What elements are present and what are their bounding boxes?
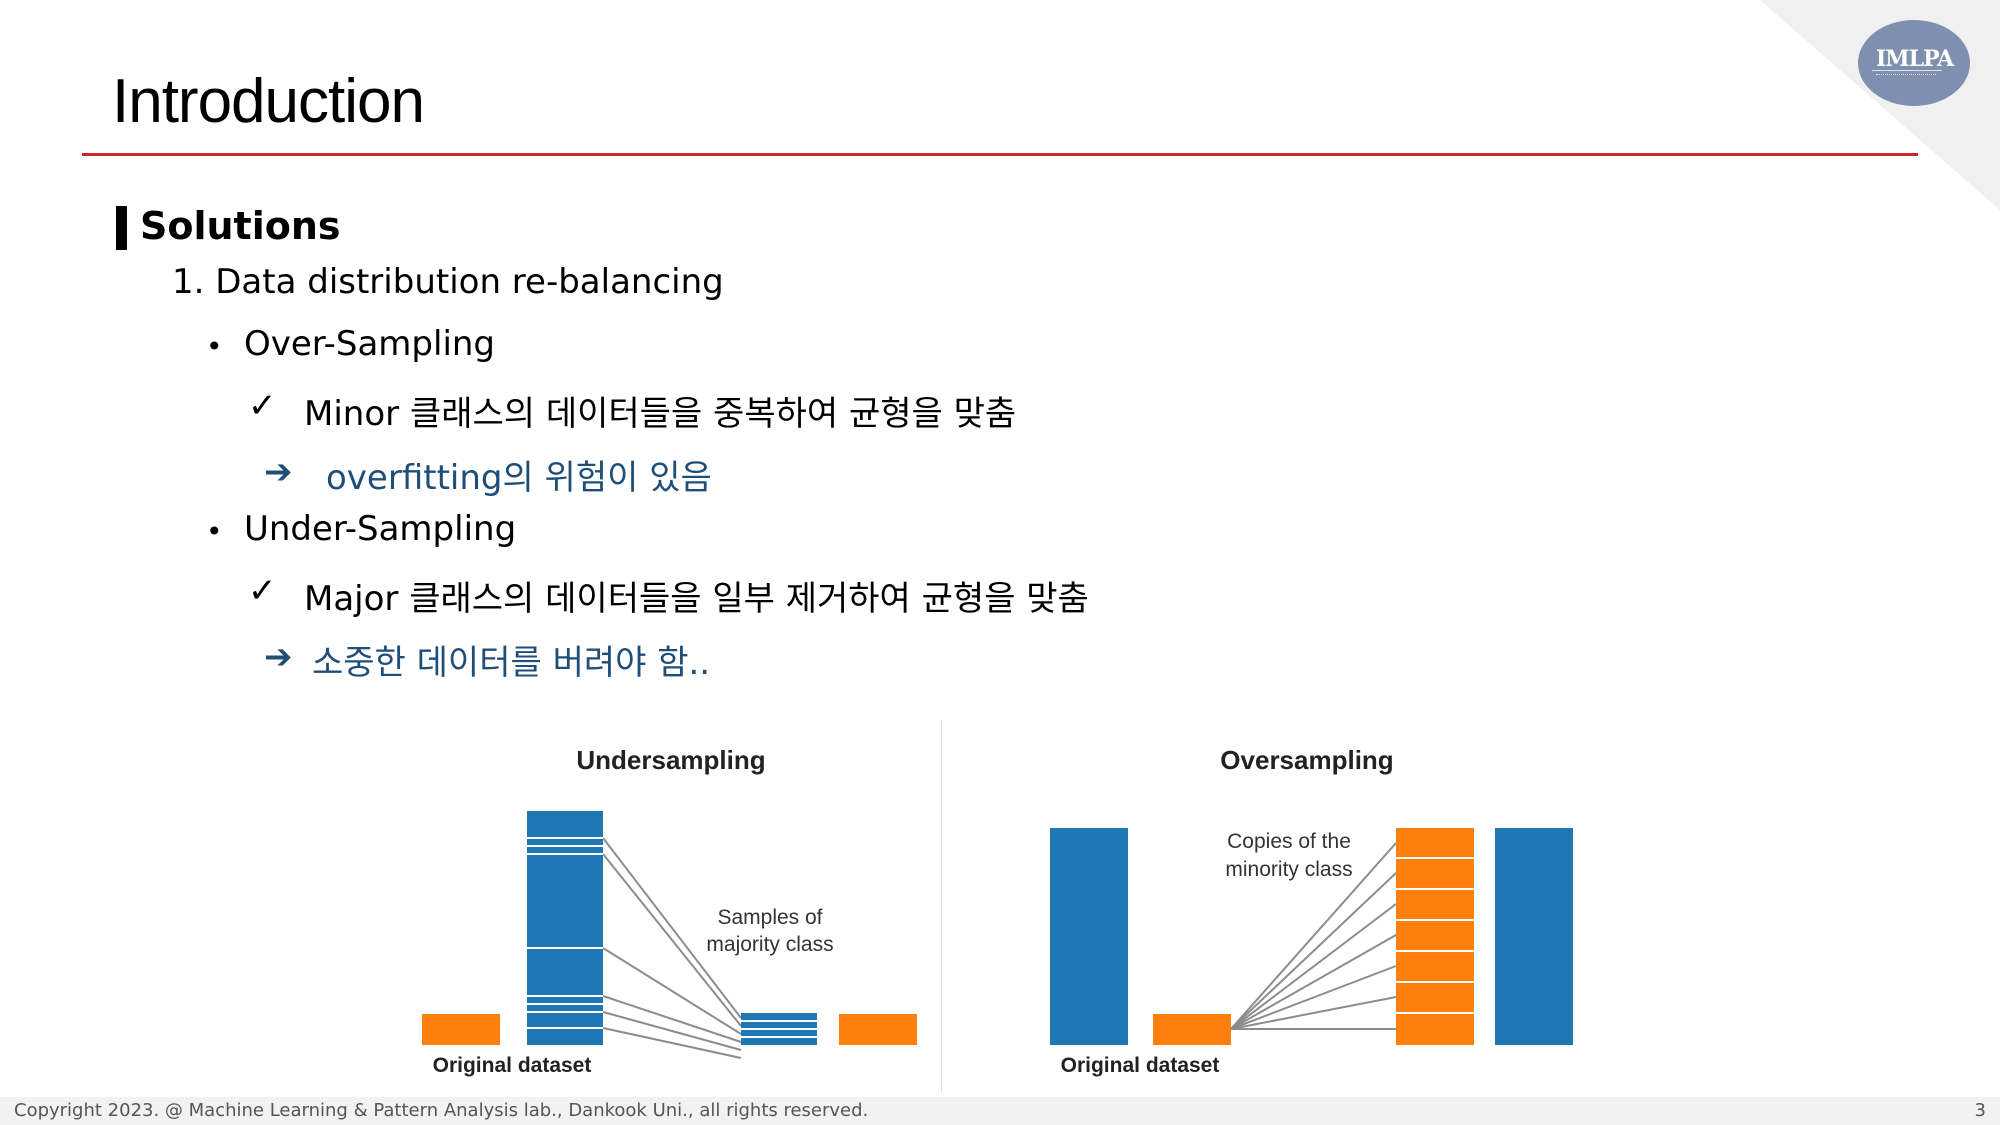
undersampling-lines [602, 837, 742, 1059]
page-number: 3 [1974, 1100, 1986, 1121]
section-marker [116, 206, 127, 250]
oversampling-heading: Over-Sampling [244, 324, 496, 364]
numbered-item: 1. Data distribution re-balancing [172, 262, 724, 302]
minority-copy-stripes [1396, 857, 1474, 1014]
undersampling-caption: Original dataset [433, 1054, 592, 1077]
check-icon: ✓ [248, 386, 277, 426]
logo-text: IMLPA [1876, 46, 1954, 72]
undersampling-annotation: majority class [706, 933, 833, 956]
logo-subtext-mark [1876, 74, 1936, 77]
undersampling-drawback: 소중한 데이터를 버려야 함.. [312, 643, 711, 683]
copyright-text: Copyright 2023. @ Machine Learning & Pat… [14, 1100, 869, 1121]
oversampling-annotation: minority class [1225, 858, 1352, 881]
undersampling-heading: Under-Sampling [244, 509, 517, 549]
majority-sample-stripes [527, 837, 603, 1029]
majority-class-bar [527, 811, 603, 1045]
minority-class-bar [1153, 1014, 1231, 1045]
bullet-icon: • [206, 330, 223, 363]
bullet-icon: • [206, 515, 223, 548]
slide-title: Introduction [112, 67, 425, 136]
undersampling-annotation: Samples of [717, 906, 822, 929]
undersampling-description: Major 클래스의 데이터들을 일부 제거하여 균형을 맞춤 [304, 579, 1089, 619]
title-underline [82, 153, 1918, 156]
section-title: Solutions [140, 204, 341, 248]
check-icon: ✓ [248, 571, 277, 611]
majority-class-bar [1050, 828, 1128, 1045]
oversampling-drawback: overfitting의 위험이 있음 [326, 458, 712, 498]
arrow-right-icon: ➔ [264, 637, 293, 677]
oversampled-minority-bar [1396, 828, 1474, 1045]
footer-bar: Copyright 2023. @ Machine Learning & Pat… [0, 1097, 2000, 1125]
oversampling-caption: Original dataset [1061, 1054, 1220, 1077]
majority-class-bar-result [1495, 828, 1573, 1045]
oversampling-annotation: Copies of the [1227, 830, 1351, 853]
lab-logo: IMLPA [1858, 20, 1970, 106]
oversampling-lines [1230, 842, 1397, 1030]
oversampling-title: Oversampling [1220, 745, 1393, 775]
minority-class-bar [422, 1014, 500, 1045]
oversampling-description: Minor 클래스의 데이터들을 중복하여 균형을 맞춤 [304, 394, 1017, 434]
arrow-right-icon: ➔ [264, 452, 293, 492]
undersampling-title: Undersampling [576, 745, 765, 775]
minority-class-bar-result [839, 1014, 917, 1045]
undersampled-stripes [741, 1020, 817, 1038]
figure-divider [941, 720, 942, 1092]
logo-divider [1872, 70, 1942, 71]
